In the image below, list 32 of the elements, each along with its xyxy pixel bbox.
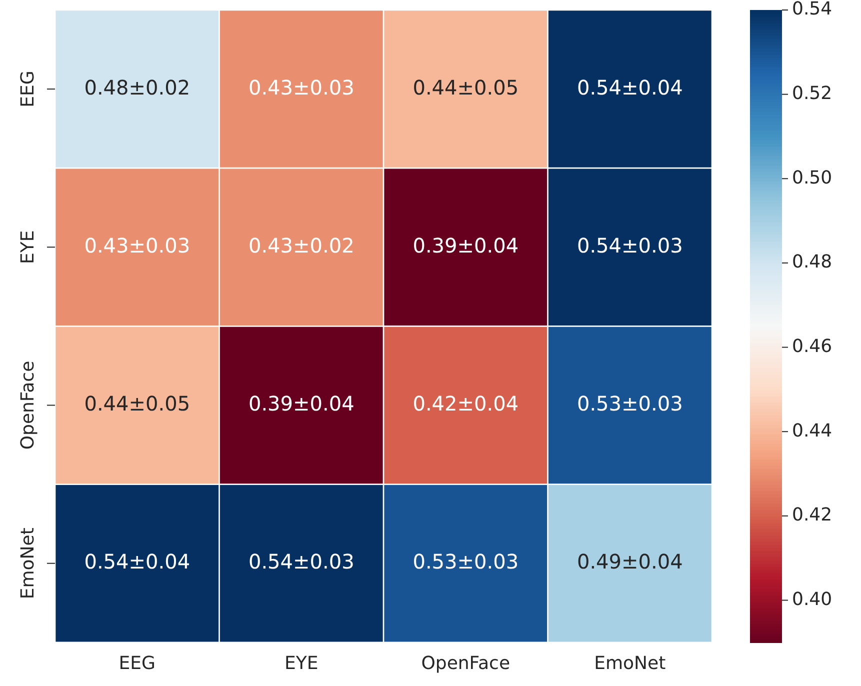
y-tick-label: OpenFace <box>18 360 39 450</box>
x-tick-label: EmoNet <box>594 652 666 674</box>
data-label: 0.44±0.05 <box>412 75 519 100</box>
data-label: 0.42±0.04 <box>412 391 519 416</box>
data-label: 0.44±0.05 <box>84 391 190 416</box>
color-bar-label: 0.54 <box>792 0 832 20</box>
data-label: 0.53±0.03 <box>412 550 519 574</box>
data-label: 0.43±0.02 <box>248 233 354 258</box>
data-label: 0.53±0.03 <box>576 391 683 416</box>
color-bar-label: 0.50 <box>792 167 832 188</box>
data-label: 0.48±0.02 <box>84 75 190 100</box>
x-tick-label: EEG <box>118 652 156 674</box>
data-label: 0.43±0.03 <box>248 75 354 100</box>
data-label: 0.54±0.03 <box>248 550 354 574</box>
y-tick-label: EEG <box>18 70 39 108</box>
data-label: 0.39±0.04 <box>248 391 354 416</box>
y-tick-label: EYE <box>18 230 39 264</box>
color-bar-label: 0.40 <box>792 588 832 610</box>
data-label: 0.39±0.04 <box>412 233 519 258</box>
color-bar-label: 0.48 <box>792 252 832 273</box>
data-label: 0.43±0.03 <box>84 233 190 258</box>
color-bar-label: 0.52 <box>792 82 832 104</box>
data-label: 0.54±0.04 <box>576 75 683 100</box>
color-bar-label: 0.42 <box>792 504 832 526</box>
color-bar-label: 0.44 <box>792 420 832 442</box>
color-bar-label: 0.46 <box>792 336 832 357</box>
x-tick-label: EYE <box>284 652 318 674</box>
data-label: 0.54±0.04 <box>84 550 190 574</box>
y-tick-label: EmoNet <box>18 528 39 600</box>
data-label: 0.49±0.04 <box>576 550 683 574</box>
x-tick-label: OpenFace <box>421 652 510 674</box>
data-label: 0.54±0.03 <box>576 233 683 258</box>
